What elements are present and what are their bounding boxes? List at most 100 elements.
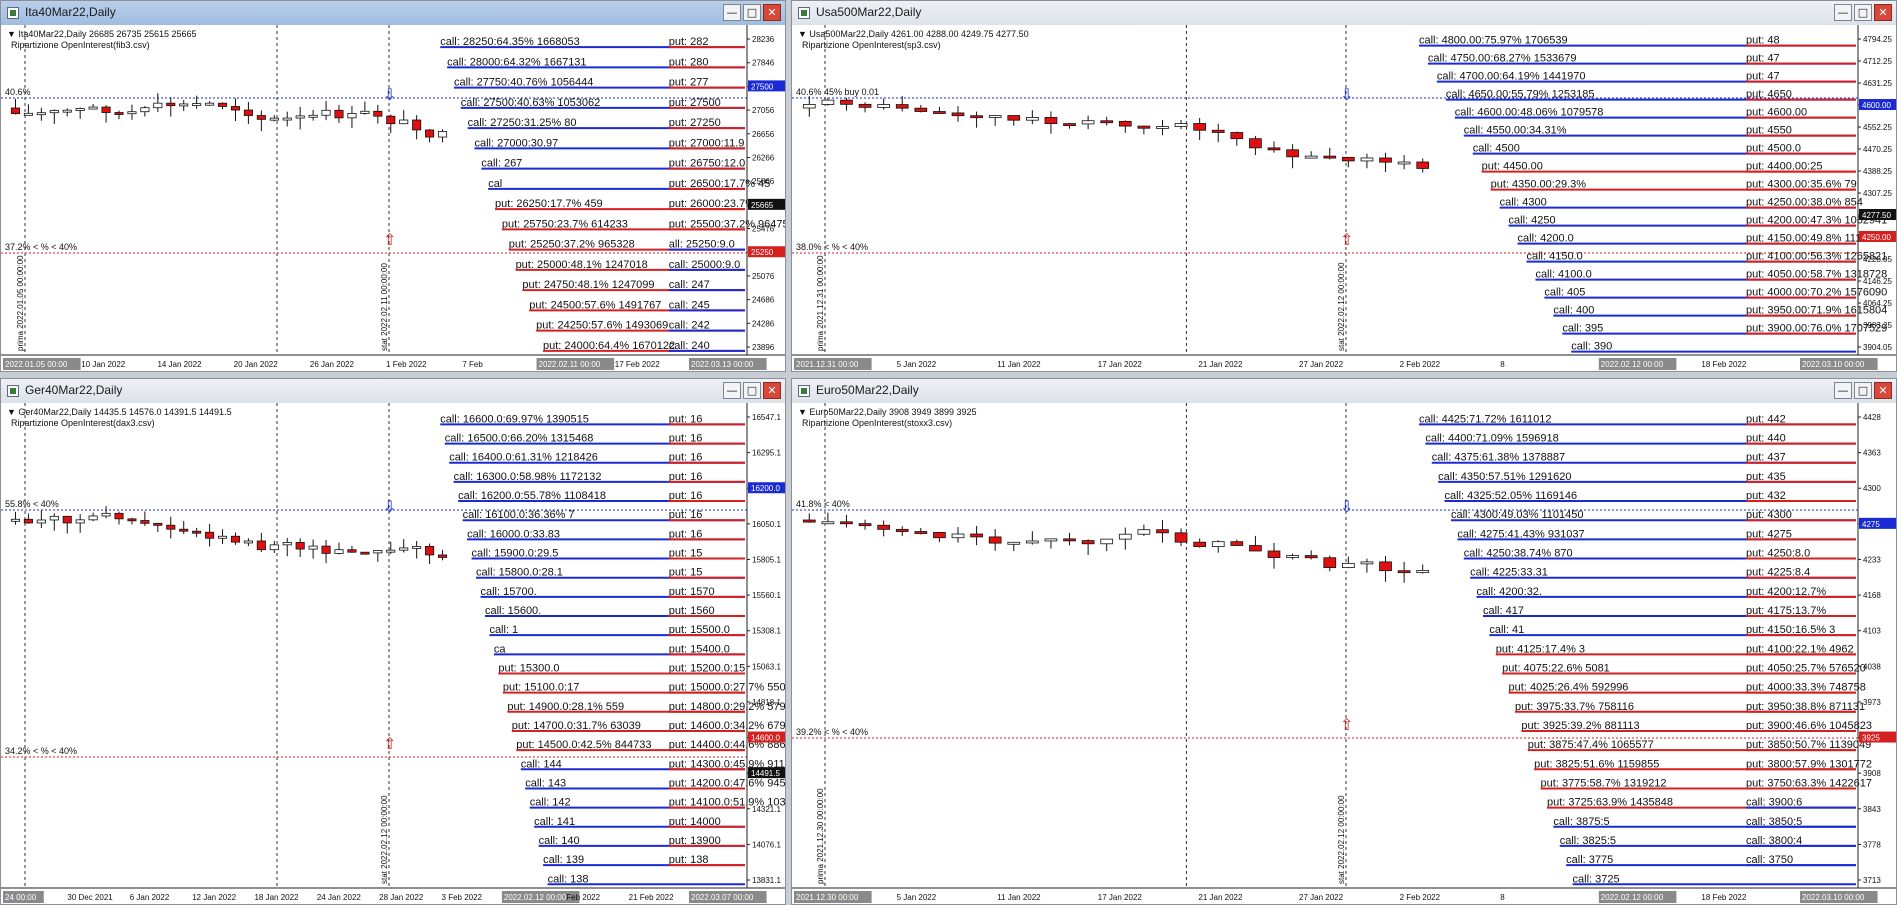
put-oi-label: put: 15500.0 <box>669 624 730 636</box>
put-oi-label: put: 3925:39.2% 881113 <box>1521 720 1639 732</box>
price-chart[interactable]: ▼ Usa500Mar22,Daily 4261.00 4288.00 4249… <box>792 25 1896 371</box>
bull-candle <box>877 104 890 108</box>
date-tick-label: 5 Jan 2022 <box>897 360 937 369</box>
call-oi-label: call: 16500.0:66.20% 1315468 <box>445 433 594 445</box>
call-oi-label: call: 417 <box>1483 605 1524 617</box>
price-tag-label: 25665 <box>751 201 774 210</box>
chart-window-usa500[interactable]: Usa500Mar22,Daily — □ ✕ ▼ Usa500Mar22,Da… <box>791 0 1897 372</box>
maximize-button[interactable]: □ <box>743 4 761 21</box>
date-marker-box <box>794 358 872 370</box>
put-oi-label: put: 4100.00:56.3% 1265821 <box>1746 251 1887 263</box>
indicator-label: Ripartizione OpenInterest(dax3.csv) <box>11 418 155 428</box>
bear-candle <box>347 549 357 553</box>
bear-candle <box>230 535 241 543</box>
maximize-button[interactable]: □ <box>1854 382 1872 399</box>
minimize-button[interactable]: — <box>1834 4 1852 21</box>
call-oi-label: call: 1 <box>489 624 518 636</box>
chart-canvas[interactable]: ▼ Euro50Mar22,Daily 3908 3949 3899 3925R… <box>792 403 1897 905</box>
chart-canvas[interactable]: ▼ Ita40Mar22,Daily 26685 26735 25615 256… <box>1 25 786 372</box>
chart-window-icon <box>798 385 810 397</box>
maximize-button[interactable]: □ <box>743 382 761 399</box>
put-oi-label: put: 15 <box>669 548 703 560</box>
chart-window-ita40[interactable]: Ita40Mar22,Daily — □ ✕ ▼ Ita40Mar22,Dail… <box>0 0 786 372</box>
price-tick-label: 4103 <box>1863 627 1881 636</box>
bull-candle <box>1100 538 1114 545</box>
chart-window-euro50[interactable]: Euro50Mar22,Daily — □ ✕ ▼ Euro50Mar22,Da… <box>791 378 1897 905</box>
price-tag-label: 3925 <box>1862 734 1880 743</box>
price-tick-label: 16295.1 <box>752 449 781 458</box>
price-chart[interactable]: ▼ Euro50Mar22,Daily 3908 3949 3899 3925 R… <box>792 403 1896 904</box>
call-oi-label: call: 4350:57.51% 1291620 <box>1438 471 1571 483</box>
call-oi-label: call: 4250:38.74% 870 <box>1464 548 1573 560</box>
price-tick-label: 24286 <box>752 319 775 328</box>
price-tick-label: 4712.25 <box>1863 57 1892 66</box>
put-oi-label: put: 4500.0 <box>1746 143 1801 155</box>
bull-candle <box>1137 529 1151 535</box>
close-button[interactable]: ✕ <box>1874 382 1892 399</box>
bear-candle <box>914 107 928 112</box>
date-tick-label: 1 Feb 2022 <box>386 360 427 369</box>
bear-candle <box>425 546 435 556</box>
up-arrow-marker: ⇧ <box>383 232 396 249</box>
bull-candle <box>399 119 409 125</box>
chart-canvas[interactable]: ▼ Ger40Mar22,Daily 14435.5 14576.0 14391… <box>1 403 786 905</box>
date-tick-label: 24 Jan 2022 <box>317 893 362 902</box>
bear-candle <box>153 522 163 526</box>
close-button[interactable]: ✕ <box>763 4 781 21</box>
window-title: Usa500Mar22,Daily <box>816 5 922 19</box>
price-tag-label: 4277.50 <box>1862 211 1891 220</box>
call-oi-label: call: 144 <box>521 758 562 770</box>
date-marker-box <box>1800 891 1878 903</box>
put-oi-label: put: 4350.00:29.3% <box>1491 179 1587 191</box>
call-oi-label: call: 390 <box>1571 341 1612 353</box>
maximize-button[interactable]: □ <box>1854 4 1872 21</box>
date-tick-label: 18 Jan 2022 <box>254 893 299 902</box>
minimize-button[interactable]: — <box>723 4 741 21</box>
close-button[interactable]: ✕ <box>1874 4 1892 21</box>
window-titlebar[interactable]: Usa500Mar22,Daily — □ ✕ <box>792 1 1896 26</box>
bull-candle <box>1026 117 1039 121</box>
bear-candle <box>386 115 396 125</box>
bear-candle <box>1267 550 1281 559</box>
call-oi-label: call: 140 <box>539 835 580 847</box>
chart-canvas[interactable]: ▼ Usa500Mar22,Daily 4261.00 4288.00 4249… <box>792 25 1897 372</box>
price-chart[interactable]: ▼ Ita40Mar22,Daily 26685 26735 25615 256… <box>1 25 785 371</box>
date-tick-label: 2 Feb 2022 <box>1400 360 1441 369</box>
put-oi-label: put: 3900.00:76.0% 1707529 <box>1746 323 1887 335</box>
bear-candle <box>1304 555 1318 559</box>
bull-candle <box>140 107 150 113</box>
call-oi-label: call: 3775 <box>1566 854 1613 866</box>
call-oi-label: call: 4300:49.03% 1101450 <box>1451 509 1584 521</box>
call-oi-label: call: 142 <box>530 797 571 809</box>
date-tick-label: 10 Jan 2022 <box>81 360 126 369</box>
close-button[interactable]: ✕ <box>763 382 781 399</box>
window-titlebar[interactable]: Ita40Mar22,Daily — □ ✕ <box>1 1 785 26</box>
up-arrow-marker: ⇧ <box>1340 232 1353 249</box>
symbol-ohlc-label: ▼ Ger40Mar22,Daily 14435.5 14576.0 14391… <box>7 407 232 417</box>
bear-candle <box>1193 541 1206 548</box>
minimize-button[interactable]: — <box>723 382 741 399</box>
minimize-button[interactable]: — <box>1834 382 1852 399</box>
price-chart[interactable]: ▼ Ger40Mar22,Daily 14435.5 14576.0 14391… <box>1 403 785 904</box>
price-tick-label: 3843 <box>1863 805 1881 814</box>
date-tick-label: 17 Jan 2022 <box>1098 360 1143 369</box>
bull-candle <box>1156 126 1169 129</box>
window-titlebar[interactable]: Ger40Mar22,Daily — □ ✕ <box>1 379 785 404</box>
lower-zone-label: 37.2% < % < 40% <box>5 242 77 252</box>
chart-window-ger40[interactable]: Ger40Mar22,Daily — □ ✕ ▼ Ger40Mar22,Dail… <box>0 378 786 905</box>
put-oi-label: put: 14500.0:42.5% 844733 <box>516 739 651 751</box>
price-tick-label: 16050.1 <box>752 520 781 529</box>
put-oi-label: put: 4175:13.7% <box>1746 605 1826 617</box>
price-tick-label: 16547.1 <box>752 413 781 422</box>
price-tick-label: 4300 <box>1863 484 1881 493</box>
bear-candle <box>1174 532 1188 543</box>
date-tick-label: 2022.02.12 00:00 <box>1601 893 1664 902</box>
put-oi-label: put: 15300.0 <box>498 662 559 674</box>
date-tick-label: 2022.03.10 00:00 <box>1802 360 1865 369</box>
stat-date-label: stat 2022.02.12 00:00:00 <box>380 795 389 884</box>
price-tick-label: 4363 <box>1863 449 1881 458</box>
date-tick-label: 26 Jan 2022 <box>310 360 355 369</box>
window-titlebar[interactable]: Euro50Mar22,Daily — □ ✕ <box>792 379 1896 404</box>
price-tag-label: 25250 <box>751 248 774 257</box>
bull-candle <box>1397 161 1411 165</box>
